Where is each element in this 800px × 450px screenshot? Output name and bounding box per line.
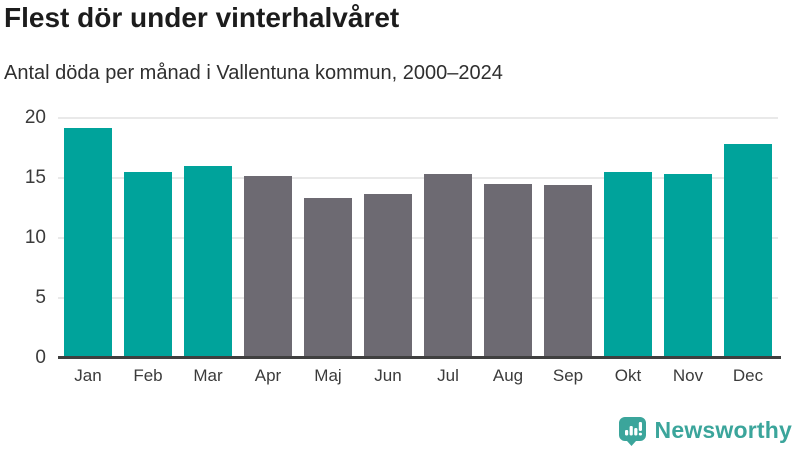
y-tick-label-20: 20 bbox=[24, 107, 46, 128]
y-tick-label-10: 10 bbox=[24, 227, 46, 248]
bar-series bbox=[58, 118, 778, 358]
x-tick-label-dec: Dec bbox=[732, 366, 764, 385]
bar-aug bbox=[484, 184, 532, 358]
newsworthy-logo: Newsworthy bbox=[617, 414, 792, 446]
bar-dec bbox=[724, 144, 772, 358]
x-tick-label-maj: Maj bbox=[314, 366, 342, 385]
gridline-15 bbox=[58, 177, 778, 179]
bar-sep bbox=[544, 185, 592, 358]
bar-chart-speech-bubble-icon bbox=[618, 416, 646, 446]
y-tick-label-15: 15 bbox=[24, 167, 46, 188]
gridline-5 bbox=[58, 297, 778, 299]
x-tick-label-okt: Okt bbox=[614, 366, 642, 385]
bar-apr bbox=[244, 175, 292, 358]
y-tick-label-5: 5 bbox=[35, 287, 46, 308]
chart-title: Flest dör under vinterhalvåret bbox=[4, 2, 400, 33]
bar-maj bbox=[304, 198, 352, 358]
bar-nov bbox=[664, 174, 712, 358]
bar-jan bbox=[64, 127, 112, 358]
x-tick-label-apr: Apr bbox=[254, 366, 282, 385]
bar-jun bbox=[364, 193, 412, 358]
x-tick-label-feb: Feb bbox=[133, 366, 163, 385]
x-tick-label-nov: Nov bbox=[672, 366, 704, 385]
x-tick-label-jun: Jun bbox=[374, 366, 402, 385]
x-axis: Jan Feb Mar Apr Maj Jun Jul Aug Sep Okt Nov Dec bbox=[58, 366, 778, 390]
x-tick-label-sep: Sep bbox=[552, 366, 584, 385]
bar-jul bbox=[424, 174, 472, 358]
x-tick-label-aug: Aug bbox=[492, 366, 524, 385]
x-tick-label-jan: Jan bbox=[74, 366, 102, 385]
bar-mar bbox=[184, 166, 232, 358]
gridline-10 bbox=[58, 237, 778, 239]
x-axis-line bbox=[58, 356, 781, 359]
y-tick-label-0: 0 bbox=[35, 347, 46, 368]
y-axis: 0 5 10 15 20 bbox=[0, 107, 46, 368]
bar-okt bbox=[604, 172, 652, 358]
plot-area bbox=[58, 117, 778, 358]
gridline-20 bbox=[58, 117, 778, 119]
brand-name: Newsworthy bbox=[654, 416, 792, 443]
bar-feb bbox=[124, 172, 172, 358]
x-tick-label-mar: Mar bbox=[193, 366, 223, 385]
x-tick-label-jul: Jul bbox=[437, 366, 459, 385]
chart-subtitle: Antal döda per månad i Vallentuna kommun… bbox=[4, 62, 503, 84]
